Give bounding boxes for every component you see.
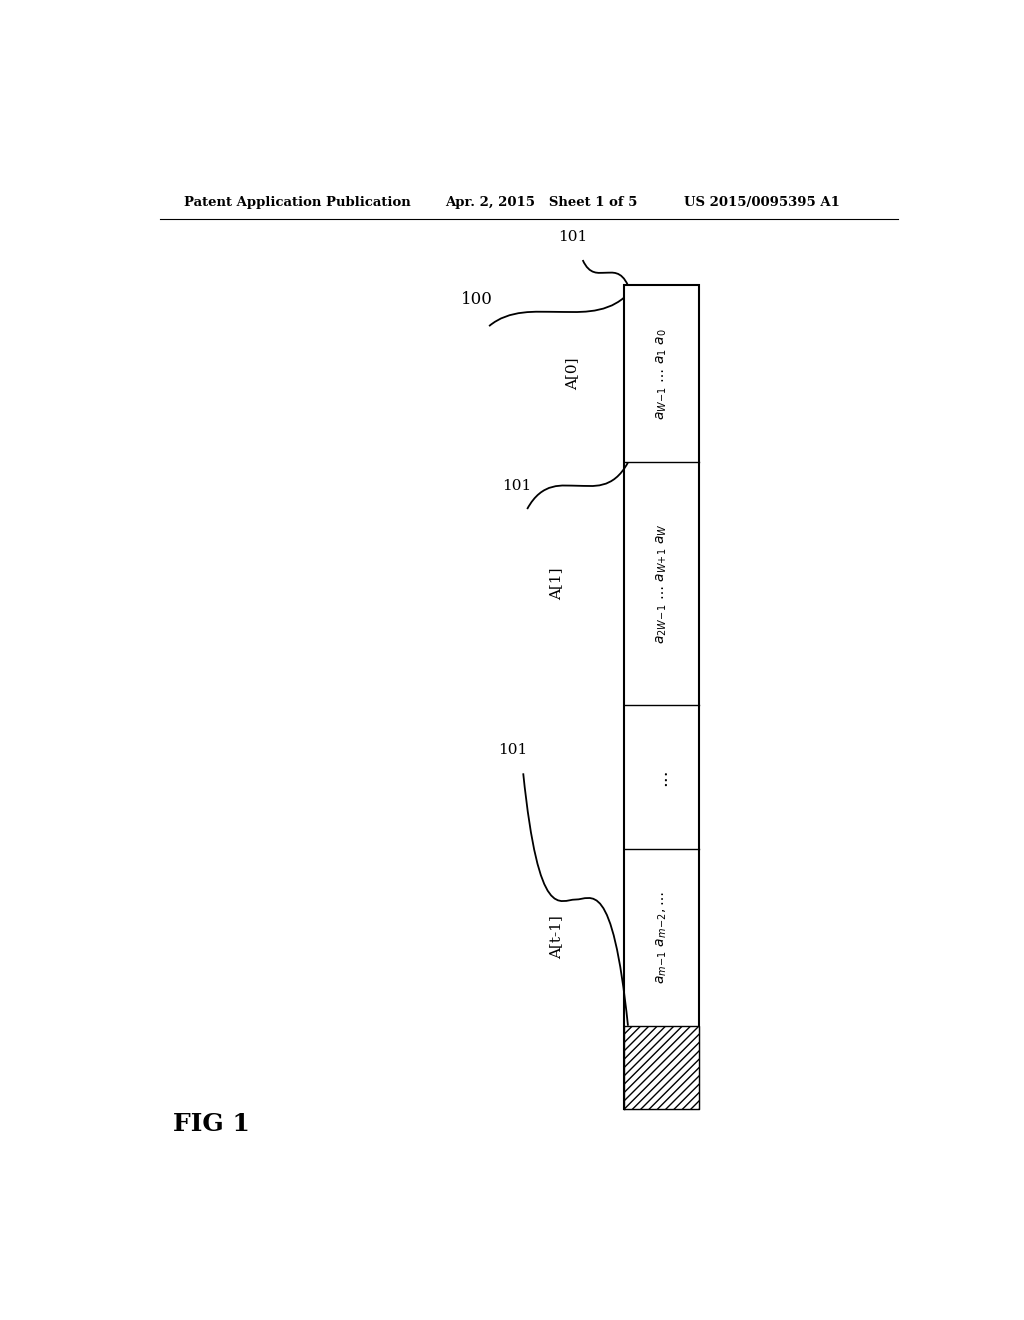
- Text: ...: ...: [652, 768, 671, 787]
- Text: A[0]: A[0]: [565, 358, 580, 391]
- Text: $a_{2W\!-\!1}\ \ldots\ a_{W\!+\!1}\ a_W$: $a_{2W\!-\!1}\ \ldots\ a_{W\!+\!1}\ a_W$: [654, 524, 669, 644]
- Text: FIG 1: FIG 1: [173, 1111, 250, 1137]
- Text: Apr. 2, 2015   Sheet 1 of 5: Apr. 2, 2015 Sheet 1 of 5: [445, 195, 638, 209]
- Bar: [624, 1026, 699, 1109]
- Text: 101: 101: [558, 230, 587, 244]
- Text: $a_{m\!-\!1}\ a_{m\!-\!2},\ldots$: $a_{m\!-\!1}\ a_{m\!-\!2},\ldots$: [654, 891, 669, 983]
- Text: A[t-1]: A[t-1]: [550, 916, 563, 960]
- Text: US 2015/0095395 A1: US 2015/0095395 A1: [684, 195, 840, 209]
- Text: Patent Application Publication: Patent Application Publication: [183, 195, 411, 209]
- Text: A[1]: A[1]: [550, 568, 563, 601]
- Text: 101: 101: [499, 743, 527, 758]
- Text: $a_{W\!-\!1}\ \ldots\ a_1\ a_0$: $a_{W\!-\!1}\ \ldots\ a_1\ a_0$: [654, 327, 669, 420]
- Bar: [624, 285, 699, 1109]
- Text: 101: 101: [502, 479, 531, 492]
- Text: 100: 100: [461, 290, 494, 308]
